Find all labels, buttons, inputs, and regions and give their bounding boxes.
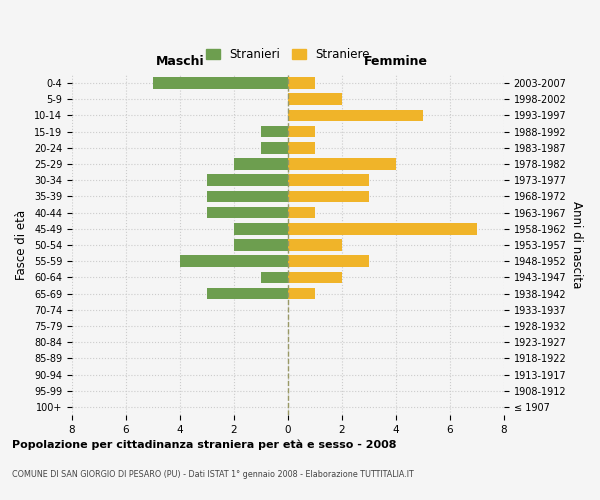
Bar — [261, 272, 288, 283]
Bar — [288, 256, 369, 267]
Bar — [288, 142, 315, 154]
Bar — [288, 223, 477, 234]
Text: Femmine: Femmine — [364, 55, 428, 68]
Legend: Stranieri, Straniere: Stranieri, Straniere — [201, 44, 375, 66]
Text: COMUNE DI SAN GIORGIO DI PESARO (PU) - Dati ISTAT 1° gennaio 2008 - Elaborazione: COMUNE DI SAN GIORGIO DI PESARO (PU) - D… — [12, 470, 414, 479]
Bar — [288, 239, 342, 251]
Y-axis label: Anni di nascita: Anni di nascita — [570, 202, 583, 288]
Bar — [288, 174, 369, 186]
Bar — [207, 207, 288, 218]
Bar — [180, 256, 288, 267]
Bar — [288, 272, 342, 283]
Bar — [207, 190, 288, 202]
Bar — [261, 126, 288, 138]
Bar — [261, 142, 288, 154]
Bar — [153, 78, 288, 89]
Bar — [288, 94, 342, 105]
Bar — [288, 288, 315, 300]
Y-axis label: Fasce di età: Fasce di età — [16, 210, 28, 280]
Bar — [288, 158, 396, 170]
Bar — [234, 223, 288, 234]
Bar — [288, 78, 315, 89]
Bar — [234, 158, 288, 170]
Text: Maschi: Maschi — [155, 55, 205, 68]
Text: Popolazione per cittadinanza straniera per età e sesso - 2008: Popolazione per cittadinanza straniera p… — [12, 440, 397, 450]
Bar — [234, 239, 288, 251]
Bar — [288, 190, 369, 202]
Bar — [288, 126, 315, 138]
Bar — [207, 288, 288, 300]
Bar — [207, 174, 288, 186]
Bar — [288, 207, 315, 218]
Bar — [288, 110, 423, 122]
